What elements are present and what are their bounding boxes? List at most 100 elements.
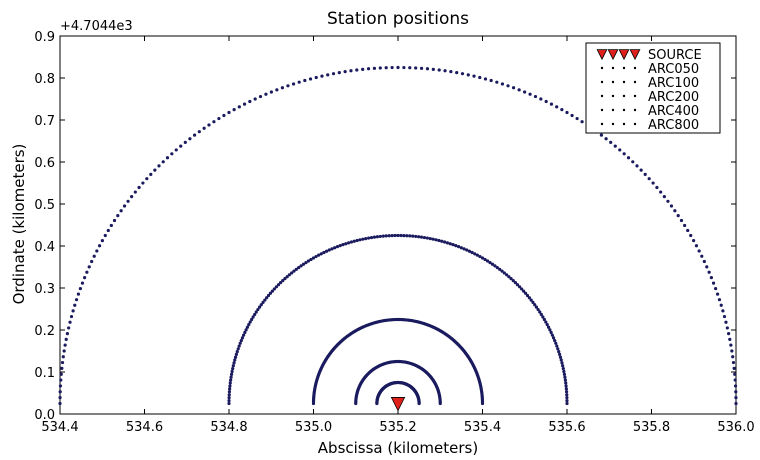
station-point [635, 164, 639, 168]
station-point [466, 73, 470, 77]
station-point [622, 152, 626, 156]
x-tick-label: 535.6 [548, 420, 585, 435]
station-point [381, 234, 385, 238]
station-point [274, 285, 279, 289]
station-point [462, 247, 466, 251]
station-point [244, 328, 248, 332]
station-point [242, 102, 247, 106]
station-point [562, 372, 567, 376]
station-point [542, 317, 546, 322]
station-point [290, 271, 294, 275]
y-tick-label: 0.1 [34, 366, 55, 381]
station-point [349, 69, 353, 73]
legend-marker-dot [633, 108, 637, 112]
y-tick-label: 0.9 [34, 30, 55, 45]
station-point [609, 140, 613, 144]
station-point [565, 110, 569, 115]
station-point [227, 396, 231, 400]
station-point [207, 123, 211, 127]
station-point [83, 276, 87, 280]
station-point [538, 310, 542, 314]
station-point [483, 77, 488, 81]
station-point [227, 393, 231, 397]
station-point [402, 65, 406, 70]
station-point [562, 369, 566, 374]
legend-marker-dot [611, 94, 615, 98]
station-point [188, 137, 192, 141]
legend-marker-dot [600, 94, 604, 98]
station-point [493, 264, 497, 268]
station-point [264, 92, 268, 96]
station-point [390, 65, 394, 70]
legend-marker-dot [622, 108, 626, 112]
station-point [217, 116, 221, 121]
station-point [149, 172, 153, 176]
station-point [170, 152, 174, 156]
station-point [490, 262, 495, 266]
station-point [550, 333, 554, 337]
station-point [729, 343, 733, 347]
legend-marker-dot [611, 80, 615, 84]
legend-label-arc800: ARC800 [648, 118, 699, 133]
station-point [257, 305, 262, 309]
station-point [734, 390, 738, 394]
legend-marker-dot [600, 122, 604, 126]
station-point [119, 209, 123, 213]
station-point [97, 244, 102, 248]
station-point [559, 358, 563, 362]
station-point [411, 234, 415, 238]
station-point [465, 248, 469, 252]
legend-marker-dot [633, 66, 637, 70]
station-point [529, 298, 533, 302]
legend-source-marker [607, 49, 619, 61]
y-tick-label: 0.0 [34, 408, 55, 423]
station-point [721, 309, 725, 313]
station-point [349, 240, 354, 244]
station-point [662, 195, 666, 199]
station-point [714, 286, 718, 291]
station-point [263, 298, 267, 302]
station-point [76, 292, 81, 296]
station-point [358, 238, 362, 242]
station-point [126, 199, 130, 203]
station-point [705, 265, 709, 269]
station-point [236, 347, 240, 351]
y-tick-label: 0.2 [34, 324, 55, 339]
station-point [507, 275, 511, 279]
station-point [283, 277, 287, 281]
legend-label-arc200: ARC200 [648, 90, 699, 105]
station-point [564, 384, 568, 388]
station-point [74, 298, 79, 302]
station-point [666, 199, 670, 203]
station-point [309, 257, 313, 262]
station-point [445, 241, 450, 245]
station-point [563, 378, 567, 382]
station-point [489, 78, 493, 83]
station-point [727, 332, 731, 336]
station-point [227, 390, 232, 394]
legend-source-marker [596, 49, 608, 61]
station-point [256, 307, 260, 312]
station-point [285, 275, 289, 279]
station-point [390, 234, 394, 238]
station-point [355, 68, 359, 72]
station-point [549, 330, 553, 335]
station-point [103, 233, 107, 238]
station-point [324, 249, 329, 253]
y-tick-label: 0.6 [34, 156, 55, 171]
station-point [344, 242, 348, 246]
y-tick-label: 0.5 [34, 198, 55, 213]
station-point [294, 267, 298, 271]
station-point [659, 190, 663, 194]
legend-marker-dot [622, 122, 626, 126]
station-point [69, 314, 74, 319]
station-point [311, 256, 316, 260]
station-point [472, 74, 476, 78]
station-point [523, 90, 527, 94]
legend-label-arc100: ARC100 [648, 76, 699, 91]
station-point [528, 92, 532, 96]
station-point [525, 293, 530, 298]
x-tick-label: 536.0 [717, 420, 754, 435]
station-point [239, 338, 243, 343]
